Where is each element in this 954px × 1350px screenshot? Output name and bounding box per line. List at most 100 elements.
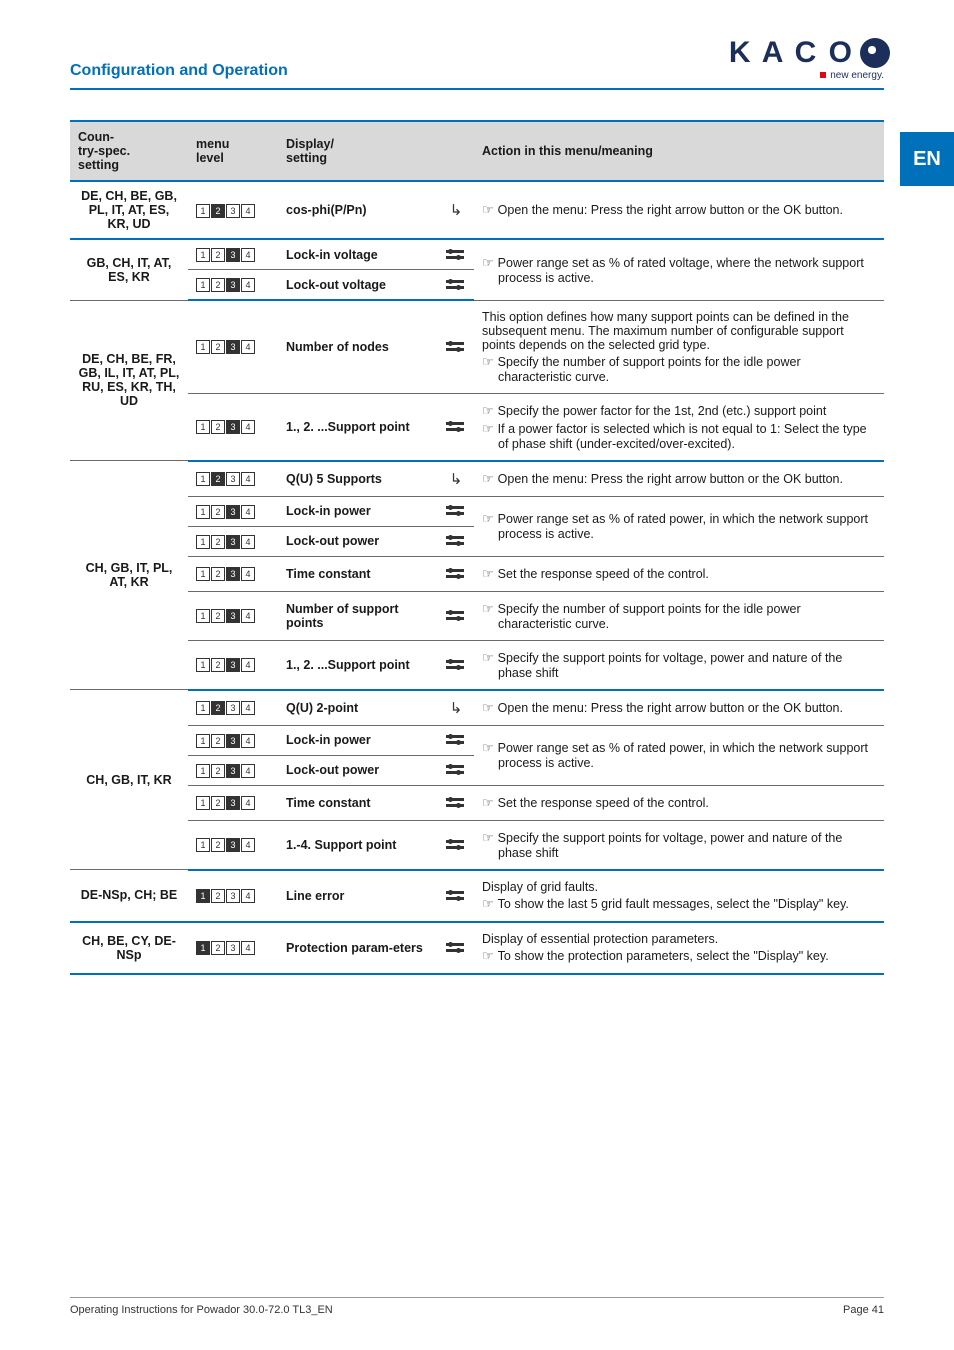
action-line: ☞Specify the support points for voltage,…	[482, 650, 876, 680]
menu-level-icon: 1234	[196, 278, 255, 292]
slider-icon	[446, 765, 466, 774]
submenu-arrow-icon	[450, 473, 463, 487]
display-cell: Lock-in voltage	[278, 239, 438, 270]
menu-level-icon: 1234	[196, 764, 255, 778]
display-cell: Lock-in power	[278, 496, 438, 526]
slider-icon	[446, 506, 466, 515]
level-box: 1	[196, 420, 210, 434]
menu-level-icon: 1234	[196, 609, 255, 623]
table-row: DE-NSp, CH; BE1234Line errorDisplay of g…	[70, 870, 884, 922]
level-box: 3	[226, 796, 240, 810]
menu-level-icon: 1234	[196, 472, 255, 486]
level-cell: 1234	[188, 725, 278, 755]
level-box: 2	[211, 535, 225, 549]
menu-level-icon: 1234	[196, 204, 255, 218]
action-cell: Display of grid faults.☞To show the last…	[474, 870, 884, 922]
table-row: 12341., 2. ...Support point☞Specify the …	[70, 640, 884, 690]
hand-icon: ☞	[482, 601, 494, 616]
level-cell: 1234	[188, 820, 278, 870]
display-cell: Lock-in power	[278, 725, 438, 755]
icon-cell	[438, 181, 474, 239]
menu-level-icon: 1234	[196, 701, 255, 715]
level-box: 1	[196, 278, 210, 292]
level-box: 3	[226, 734, 240, 748]
menu-level-icon: 1234	[196, 838, 255, 852]
slider-icon	[446, 735, 466, 744]
action-line: ☞Power range set as % of rated power, in…	[482, 740, 876, 770]
action-cell: ☞Specify the support points for voltage,…	[474, 820, 884, 870]
table-body: DE, CH, BE, GB, PL, IT, AT, ES, KR, UD12…	[70, 181, 884, 974]
table-row: 1234Lock-in power☞Power range set as % o…	[70, 725, 884, 755]
table-row: 1234Number of support points☞Specify the…	[70, 591, 884, 640]
slider-icon	[446, 280, 466, 289]
action-cell: ☞Set the response speed of the control.	[474, 785, 884, 820]
level-box: 2	[211, 567, 225, 581]
level-box: 3	[226, 567, 240, 581]
level-cell: 1234	[188, 461, 278, 497]
footer-right: Page 41	[843, 1304, 884, 1316]
hand-icon: ☞	[482, 255, 494, 270]
hand-icon: ☞	[482, 795, 494, 810]
display-cell: Number of nodes	[278, 300, 438, 393]
slider-icon	[446, 342, 466, 351]
slider-icon	[446, 250, 466, 259]
icon-cell	[438, 526, 474, 556]
level-cell: 1234	[188, 755, 278, 785]
th-country: Coun- try-spec. setting	[70, 121, 188, 181]
level-cell: 1234	[188, 181, 278, 239]
icon-cell	[438, 591, 474, 640]
level-box: 4	[241, 420, 255, 434]
table-row: 12341., 2. ...Support point☞Specify the …	[70, 393, 884, 461]
table-row: 12341.-4. Support point☞Specify the supp…	[70, 820, 884, 870]
level-box: 4	[241, 248, 255, 262]
level-cell: 1234	[188, 640, 278, 690]
logo-subtitle: new energy.	[820, 70, 884, 81]
icon-cell	[438, 690, 474, 726]
level-box: 2	[211, 838, 225, 852]
slider-icon	[446, 569, 466, 578]
action-line: ☞Open the menu: Press the right arrow bu…	[482, 471, 876, 487]
menu-level-icon: 1234	[196, 248, 255, 262]
hand-icon: ☞	[482, 650, 494, 665]
display-cell: Lock-out power	[278, 526, 438, 556]
level-box: 1	[196, 734, 210, 748]
table-row: DE, CH, BE, FR, GB, IL, IT, AT, PL, RU, …	[70, 300, 884, 393]
level-box: 1	[196, 609, 210, 623]
level-box: 3	[226, 889, 240, 903]
level-box: 1	[196, 567, 210, 581]
menu-level-icon: 1234	[196, 567, 255, 581]
level-box: 4	[241, 889, 255, 903]
level-box: 2	[211, 701, 225, 715]
icon-cell	[438, 820, 474, 870]
display-cell: Time constant	[278, 785, 438, 820]
title-rule	[70, 88, 884, 90]
action-cell: ☞Specify the support points for voltage,…	[474, 640, 884, 690]
logo-swirl-icon	[860, 38, 890, 68]
level-box: 1	[196, 941, 210, 955]
display-cell: Line error	[278, 870, 438, 922]
level-box: 4	[241, 535, 255, 549]
level-box: 2	[211, 340, 225, 354]
slider-icon	[446, 943, 466, 952]
level-box: 3	[226, 204, 240, 218]
country-cell: DE, CH, BE, FR, GB, IL, IT, AT, PL, RU, …	[70, 300, 188, 461]
action-line: ☞To show the last 5 grid fault messages,…	[482, 896, 876, 912]
th-display: Display/ setting	[278, 121, 438, 181]
level-cell: 1234	[188, 300, 278, 393]
slider-icon	[446, 798, 466, 807]
logo-sub-text: new energy.	[830, 70, 884, 81]
action-line: Display of essential protection paramete…	[482, 932, 876, 946]
table-row: CH, BE, CY, DE-NSp1234Protection param-e…	[70, 922, 884, 974]
icon-cell	[438, 785, 474, 820]
level-box: 1	[196, 472, 210, 486]
level-box: 4	[241, 567, 255, 581]
table-row: GB, CH, IT, AT, ES, KR1234Lock-in voltag…	[70, 239, 884, 270]
action-line: ☞Power range set as % of rated voltage, …	[482, 255, 876, 285]
th-level-text: menu level	[196, 137, 229, 165]
level-box: 4	[241, 340, 255, 354]
th-icon	[438, 121, 474, 181]
action-cell: ☞Open the menu: Press the right arrow bu…	[474, 690, 884, 726]
level-box: 1	[196, 701, 210, 715]
hand-icon: ☞	[482, 566, 494, 581]
icon-cell	[438, 300, 474, 393]
